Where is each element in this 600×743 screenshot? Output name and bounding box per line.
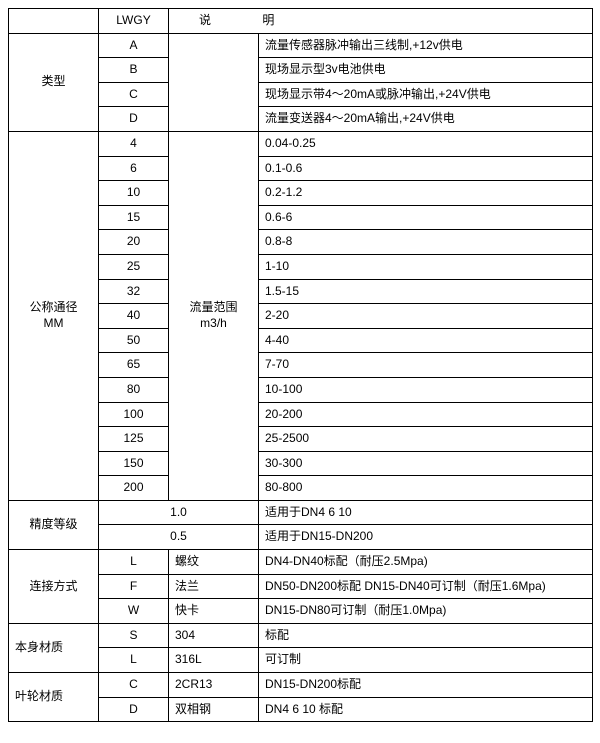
diameter-range: 0.04-0.25 bbox=[259, 131, 593, 156]
type-code: C bbox=[99, 82, 169, 107]
body-material-name: 316L bbox=[169, 648, 259, 673]
body-material-desc: 标配 bbox=[259, 623, 593, 648]
diameter-range: 2-20 bbox=[259, 304, 593, 329]
diameter-code: 150 bbox=[99, 451, 169, 476]
diameter-code: 40 bbox=[99, 304, 169, 329]
diameter-code: 15 bbox=[99, 205, 169, 230]
diameter-range: 0.6-6 bbox=[259, 205, 593, 230]
impeller-material-code: C bbox=[99, 673, 169, 698]
type-desc: 现场显示带4～20mA或脉冲输出,+24V供电 bbox=[259, 82, 593, 107]
body-material-label: 本身材质 bbox=[9, 623, 99, 672]
diameter-range: 25-2500 bbox=[259, 427, 593, 452]
blank-top-left bbox=[9, 9, 99, 34]
impeller-material-desc: DN4 6 10 标配 bbox=[259, 697, 593, 722]
body-material-code: S bbox=[99, 623, 169, 648]
diameter-row: 公称通径MM4流量范围m3/h0.04-0.25 bbox=[9, 131, 593, 156]
diameter-code: 65 bbox=[99, 353, 169, 378]
impeller-material-name: 2CR13 bbox=[169, 673, 259, 698]
accuracy-value: 0.5 bbox=[99, 525, 259, 550]
diameter-code: 32 bbox=[99, 279, 169, 304]
accuracy-value: 1.0 bbox=[99, 500, 259, 525]
header-desc: 说 明 bbox=[169, 9, 593, 34]
type-label: 类型 bbox=[9, 33, 99, 131]
connection-desc: DN50-DN200标配 DN15-DN40可订制（耐压1.6Mpa) bbox=[259, 574, 593, 599]
type-desc: 现场显示型3v电池供电 bbox=[259, 58, 593, 83]
accuracy-applies: 适用于DN15-DN200 bbox=[259, 525, 593, 550]
body-material-code: L bbox=[99, 648, 169, 673]
diameter-range: 1-10 bbox=[259, 254, 593, 279]
connection-code: W bbox=[99, 599, 169, 624]
diameter-code: 50 bbox=[99, 328, 169, 353]
connection-name: 螺纹 bbox=[169, 550, 259, 575]
header-row: LWGY说 明 bbox=[9, 9, 593, 34]
type-code: D bbox=[99, 107, 169, 132]
connection-name: 法兰 bbox=[169, 574, 259, 599]
impeller-material-row: 叶轮材质C2CR13DN15-DN200标配 bbox=[9, 673, 593, 698]
diameter-code: 80 bbox=[99, 377, 169, 402]
body-material-desc: 可订制 bbox=[259, 648, 593, 673]
diameter-range: 1.5-15 bbox=[259, 279, 593, 304]
diameter-range: 80-800 bbox=[259, 476, 593, 501]
body-material-row: 本身材质S304标配 bbox=[9, 623, 593, 648]
impeller-material-code: D bbox=[99, 697, 169, 722]
diameter-code: 6 bbox=[99, 156, 169, 181]
diameter-code: 10 bbox=[99, 181, 169, 206]
type-code: B bbox=[99, 58, 169, 83]
type-desc: 流量传感器脉冲输出三线制,+12v供电 bbox=[259, 33, 593, 58]
accuracy-applies: 适用于DN4 6 10 bbox=[259, 500, 593, 525]
type-code: A bbox=[99, 33, 169, 58]
connection-name: 快卡 bbox=[169, 599, 259, 624]
connection-code: F bbox=[99, 574, 169, 599]
connection-code: L bbox=[99, 550, 169, 575]
spec-table: LWGY说 明类型A流量传感器脉冲输出三线制,+12v供电B现场显示型3v电池供… bbox=[8, 8, 593, 722]
connection-row: 连接方式L螺纹DN4-DN40标配（耐压2.5Mpa) bbox=[9, 550, 593, 575]
diameter-code: 125 bbox=[99, 427, 169, 452]
accuracy-label: 精度等级 bbox=[9, 500, 99, 549]
diameter-code: 100 bbox=[99, 402, 169, 427]
diameter-code: 25 bbox=[99, 254, 169, 279]
diameter-range: 0.8-8 bbox=[259, 230, 593, 255]
connection-desc: DN4-DN40标配（耐压2.5Mpa) bbox=[259, 550, 593, 575]
diameter-label: 公称通径MM bbox=[9, 131, 99, 500]
connection-label: 连接方式 bbox=[9, 550, 99, 624]
type-row: 类型A流量传感器脉冲输出三线制,+12v供电 bbox=[9, 33, 593, 58]
impeller-material-label: 叶轮材质 bbox=[9, 673, 99, 722]
diameter-range: 4-40 bbox=[259, 328, 593, 353]
diameter-code: 200 bbox=[99, 476, 169, 501]
connection-desc: DN15-DN80可订制（耐压1.0Mpa) bbox=[259, 599, 593, 624]
body-material-name: 304 bbox=[169, 623, 259, 648]
range-label: 流量范围m3/h bbox=[169, 131, 259, 500]
type-blank bbox=[169, 33, 259, 131]
diameter-range: 7-70 bbox=[259, 353, 593, 378]
diameter-code: 4 bbox=[99, 131, 169, 156]
header-lwgy: LWGY bbox=[99, 9, 169, 34]
diameter-range: 0.2-1.2 bbox=[259, 181, 593, 206]
diameter-range: 10-100 bbox=[259, 377, 593, 402]
accuracy-row: 精度等级1.0适用于DN4 6 10 bbox=[9, 500, 593, 525]
diameter-range: 20-200 bbox=[259, 402, 593, 427]
impeller-material-name: 双相钢 bbox=[169, 697, 259, 722]
impeller-material-desc: DN15-DN200标配 bbox=[259, 673, 593, 698]
type-desc: 流量变送器4～20mA输出,+24V供电 bbox=[259, 107, 593, 132]
diameter-range: 0.1-0.6 bbox=[259, 156, 593, 181]
diameter-range: 30-300 bbox=[259, 451, 593, 476]
diameter-code: 20 bbox=[99, 230, 169, 255]
